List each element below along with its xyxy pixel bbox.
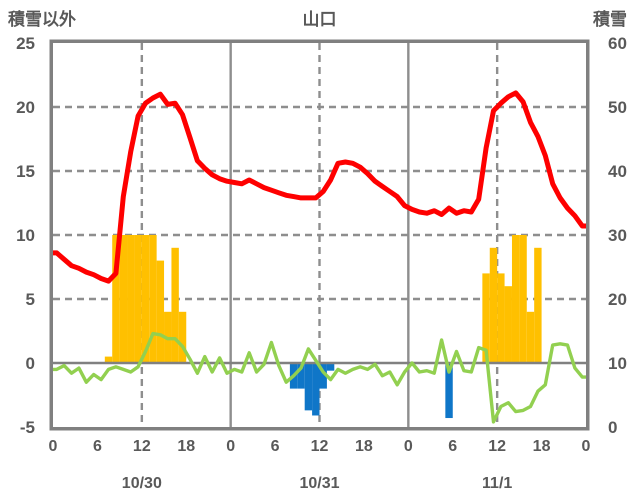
orange-bars-h17 (178, 311, 187, 363)
hour-tick-label: 6 (93, 438, 102, 455)
date-label-10/30: 10/30 (122, 475, 162, 492)
blue-bars-h34 (304, 363, 313, 411)
blue-bars-h35 (312, 363, 320, 416)
date-label-10/31: 10/31 (299, 475, 339, 492)
left-axis-tick-15: 15 (16, 162, 35, 181)
right-axis-tick-60: 60 (608, 34, 627, 53)
hour-tick-label: 0 (49, 438, 58, 455)
plot-border (49, 39, 590, 431)
orange-bars-h59 (489, 247, 498, 363)
right-axis-tick-50: 50 (608, 98, 627, 117)
green-line (51, 331, 588, 424)
orange-bars-h12 (141, 235, 150, 363)
blue-bars-h53 (445, 363, 453, 419)
orange-bars-h8 (112, 235, 120, 363)
right-axis-title: 積雪 (593, 10, 627, 29)
left-axis-title: 積雪以外 (8, 10, 76, 29)
orange-bars-h13 (149, 235, 157, 363)
orange-bars-h16 (171, 247, 179, 363)
blue-bars-h36 (319, 363, 327, 389)
left-axis-tick-10: 10 (16, 226, 35, 245)
red-temperature-line (50, 90, 589, 284)
right-axis-tick-40: 40 (608, 162, 627, 181)
orange-bars-h63 (519, 235, 527, 363)
hour-tick-label: 12 (311, 438, 329, 455)
orange-bars-h62 (511, 235, 520, 363)
hour-tick-label: 18 (355, 438, 373, 455)
hour-tick-label: 12 (488, 438, 506, 455)
orange-bars-h61 (504, 286, 512, 363)
hour-tick-label: 6 (271, 438, 280, 455)
hour-tick-label: 12 (133, 438, 151, 455)
hour-tick-label: 18 (533, 438, 551, 455)
orange-bars-h9 (119, 235, 128, 363)
right-axis-tick-20: 20 (608, 290, 627, 309)
hour-tick-label: 18 (177, 438, 195, 455)
date-labels: 10/30 10/31 11/1 (122, 475, 513, 492)
left-axis-tick-0: 0 (26, 354, 35, 373)
orange-bars-h65 (534, 247, 542, 363)
orange-bars-h7 (104, 356, 113, 363)
orange-bars-h64 (526, 311, 535, 363)
right-axis-tick-labels: 60 50 40 30 20 10 0 (608, 34, 627, 437)
orange-bars-h60 (497, 273, 505, 363)
right-axis-tick-0: 0 (608, 418, 617, 437)
hour-tick-label: 6 (448, 438, 457, 455)
date-label-11/1: 11/1 (482, 475, 512, 492)
right-axis-tick-30: 30 (608, 226, 627, 245)
orange-bars-h11 (134, 235, 142, 363)
left-axis-tick-5: 5 (26, 290, 35, 309)
chart-title: 山口 (302, 10, 337, 29)
left-axis-tick-20: 20 (16, 98, 35, 117)
left-axis-tick-labels: 25 20 15 10 5 0 -5 (16, 34, 35, 437)
hour-tick-label: 0 (582, 438, 591, 455)
right-axis-tick-10: 10 (608, 354, 627, 373)
orange-bars-h14 (156, 260, 165, 363)
orange-bars-h10 (127, 235, 135, 363)
left-axis-tick-25: 25 (16, 34, 35, 53)
orange-bars-h58 (482, 273, 490, 363)
hour-tick-label: 0 (226, 438, 235, 455)
blue-bars-h37 (326, 363, 335, 371)
blue-bars-h33 (297, 363, 305, 389)
hour-tick-labels: 0 6 12 18 0 6 12 18 0 6 12 18 0 (49, 438, 591, 455)
hour-tick-label: 0 (404, 438, 413, 455)
left-axis-tick--5: -5 (20, 418, 35, 437)
orange-bars (104, 235, 542, 363)
